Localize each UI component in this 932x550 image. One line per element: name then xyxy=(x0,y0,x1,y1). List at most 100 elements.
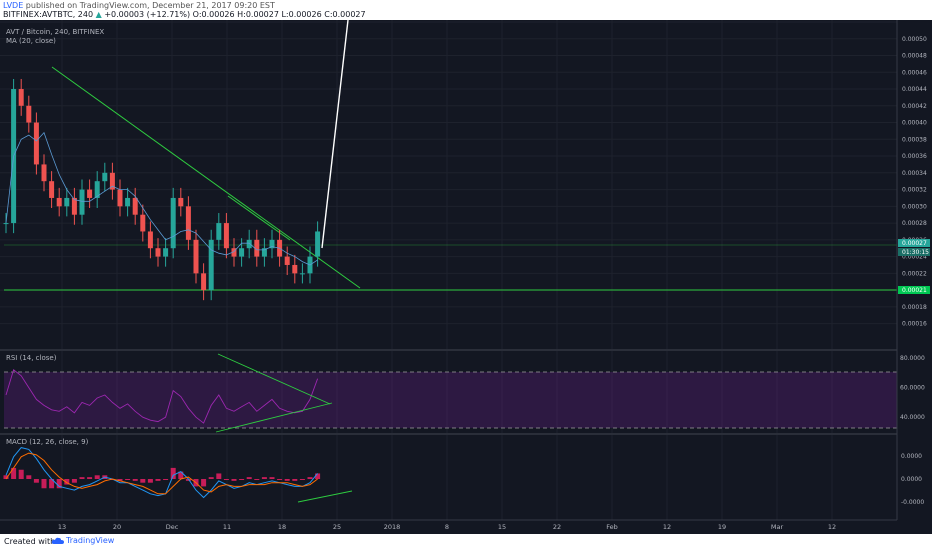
candle-body xyxy=(223,223,229,249)
candle-body xyxy=(239,248,245,257)
macd-histogram-bar xyxy=(155,479,161,481)
macd-histogram-bar xyxy=(56,479,62,489)
macd-tick-label: -0.0000 xyxy=(901,499,924,506)
macd-histogram-bar xyxy=(3,475,9,479)
countdown-badge xyxy=(898,248,930,256)
macd-histogram-bar xyxy=(18,469,24,479)
rsi-trend-lower xyxy=(215,402,333,433)
macd-histogram-bar xyxy=(223,479,229,480)
price-tick-label: 0.00028 xyxy=(902,220,927,227)
change-arrow: ▲ xyxy=(95,10,102,19)
time-tick-label: 11 xyxy=(223,523,231,531)
candle-body xyxy=(254,239,260,257)
candle-body xyxy=(155,248,161,257)
change-value: +0.00003 (+12.71%) xyxy=(104,10,191,19)
price-tick-label: 0.00022 xyxy=(902,270,927,277)
candle-body xyxy=(299,273,305,275)
publish-info: published on TradingView.com, December 2… xyxy=(23,1,275,10)
macd-histogram-bar xyxy=(231,479,237,481)
countdown-label: 01:30:15 xyxy=(902,249,929,256)
author-link[interactable]: LVDE xyxy=(3,1,24,10)
rsi-tick-label: 40.0000 xyxy=(900,414,925,421)
time-tick-label: Mar xyxy=(771,523,784,531)
macd-histogram-bar xyxy=(269,477,275,479)
macd-histogram-bar xyxy=(11,467,17,479)
macd-histogram-bar xyxy=(261,477,267,479)
ma-line xyxy=(5,131,318,266)
macd-histogram-bar xyxy=(216,473,222,479)
macd-pane-title: MACD (12, 26, close, 9) xyxy=(6,438,89,446)
candle-body xyxy=(140,214,146,232)
macd-histogram-bar xyxy=(208,477,214,479)
macd-histogram-bar xyxy=(94,475,100,479)
candle-body xyxy=(33,122,39,165)
macd-histogram-bar xyxy=(299,479,305,480)
macd-histogram-bar xyxy=(64,479,70,485)
candle-body xyxy=(109,172,115,190)
macd-line xyxy=(5,447,318,499)
time-tick-label: 8 xyxy=(445,523,449,531)
time-tick-label: Feb xyxy=(606,523,618,531)
symbol-line: BITFINEX:AVTBTC, 240 ▲ +0.00003 (+12.71%… xyxy=(3,10,366,19)
macd-histogram-bar xyxy=(239,479,245,480)
macd-histogram-bar xyxy=(41,479,47,489)
candle-body xyxy=(3,223,9,225)
macd-histogram-bar xyxy=(292,479,298,481)
downtrend-line xyxy=(51,66,361,289)
macd-histogram-bar xyxy=(315,473,321,479)
publish-header: LVDE published on TradingView.com, Decem… xyxy=(0,0,932,20)
price-tick-label: 0.00042 xyxy=(902,103,927,110)
price-tick-label: 0.00046 xyxy=(902,69,927,76)
candle-body xyxy=(284,256,290,265)
macd-histogram-bar xyxy=(132,479,138,481)
time-axis-ticks: 13 20 Dec 11 18 25 2018 8 15 22 Feb 12 19 Mar 12 xyxy=(58,523,836,531)
chart-area[interactable]: 0.00050 0.00048 0.00046 0.00044 0.00042 0.000… xyxy=(0,20,932,534)
macd-histogram-bar xyxy=(140,479,146,483)
time-tick-label: 13 xyxy=(58,523,66,531)
macd-histogram-bar xyxy=(117,479,123,481)
support-badge xyxy=(898,286,930,294)
tradingview-brand[interactable]: TradingView xyxy=(52,536,114,545)
candle-body xyxy=(147,231,153,249)
candle-body xyxy=(56,197,62,207)
candle-body xyxy=(71,197,77,215)
macd-histogram-bar xyxy=(79,477,85,479)
chart-svg[interactable]: 0.00050 0.00048 0.00046 0.00044 0.00042 0.000… xyxy=(0,20,932,534)
price-tick-label: 0.00024 xyxy=(902,254,927,261)
tradingview-cloud-icon xyxy=(51,537,64,544)
main-pane-title: AVT / Bitcoin, 240, BITFINEX xyxy=(6,28,104,36)
macd-tick-label: 0.0000 xyxy=(901,453,922,460)
candle-body xyxy=(201,273,207,291)
candle-body xyxy=(132,197,138,215)
macd-histogram-bar xyxy=(33,479,39,483)
price-tick-label: 0.00034 xyxy=(902,170,927,177)
macd-histogram-bar xyxy=(49,479,55,489)
time-tick-label: 12 xyxy=(663,523,671,531)
trend-line-short xyxy=(227,195,291,241)
candle-body xyxy=(246,239,252,249)
time-tick-label: 12 xyxy=(828,523,836,531)
macd-histogram-bar xyxy=(163,479,169,480)
rsi-line xyxy=(5,369,319,424)
candle-body xyxy=(178,197,184,207)
grid-lines xyxy=(0,20,897,520)
candle-body xyxy=(231,248,237,257)
macd-histogram-bar xyxy=(125,479,131,480)
macd-histogram-bar xyxy=(307,477,313,479)
candle-body xyxy=(117,189,123,207)
created-with-label: Created with xyxy=(4,537,56,546)
price-tick-label: 0.00048 xyxy=(902,53,927,60)
macd-histogram-bar xyxy=(26,475,32,479)
macd-histogram-bar xyxy=(170,467,176,479)
price-tick-label: 0.00036 xyxy=(902,153,927,160)
price-axis[interactable] xyxy=(897,20,932,534)
price-tick-label: 0.00030 xyxy=(902,203,927,210)
macd-histogram-bar xyxy=(246,477,252,479)
candle-body xyxy=(94,181,100,198)
macd-trend-line xyxy=(297,490,353,503)
time-tick-label: 25 xyxy=(333,523,341,531)
time-tick-label: 22 xyxy=(553,523,561,531)
candle-body xyxy=(216,223,222,240)
rsi-tick-label: 80.0000 xyxy=(900,355,925,362)
time-tick-label: 18 xyxy=(278,523,286,531)
